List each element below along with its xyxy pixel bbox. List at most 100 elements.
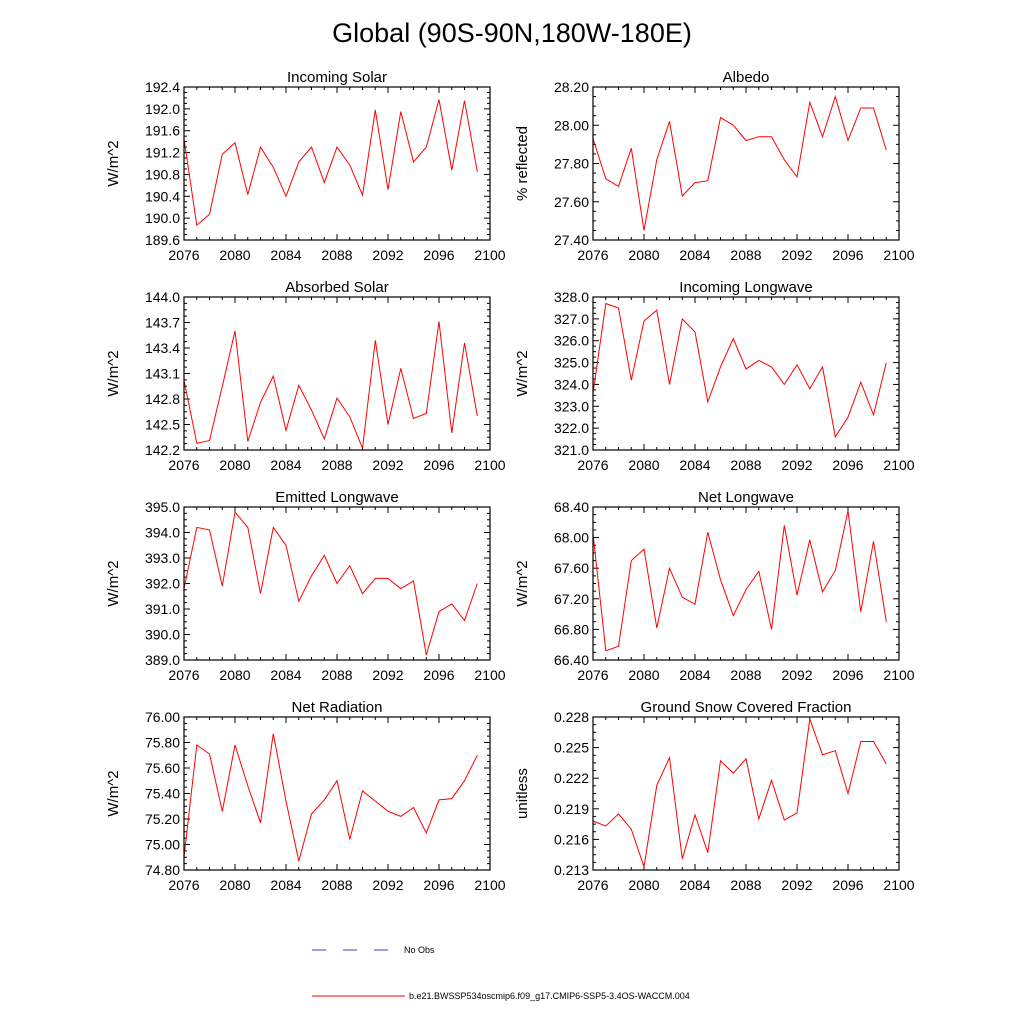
chart-ground-snow-covered-fraction: Ground Snow Covered Fraction unitless 2076… [514,699,915,893]
chart-albedo: Albedo % reflected 2076 2080 2084 2088 2092 209… [514,69,915,263]
panel-title: Absorbed Solar [285,279,388,296]
x-tick-label: 2080 [219,667,250,683]
y-tick-label: 190.8 [145,166,180,182]
y-axis-label: W/m^2 [105,140,122,186]
x-tick-label: 2076 [168,877,199,893]
y-tick-label: 0.225 [554,740,589,756]
chart-net-longwave: Net Longwave W/m^2 2076 2080 2084 2088 2092 209… [514,489,915,683]
x-tick-label: 2096 [423,667,454,683]
y-tick-label: 75.20 [145,811,180,827]
x-tick-label: 2084 [679,877,710,893]
y-tick-label: 142.2 [145,442,180,458]
x-tick-label: 2096 [423,877,454,893]
x-tick-label: 2076 [577,667,608,683]
x-tick-label: 2080 [628,457,659,473]
y-tick-label: 27.60 [554,194,589,210]
x-tick-label: 2092 [372,457,403,473]
x-tick-label: 2084 [679,667,710,683]
y-tick-label: 27.40 [554,232,589,248]
y-tick-label: 75.40 [145,786,180,802]
x-tick-label: 2100 [883,667,914,683]
y-tick-label: 67.20 [554,591,589,607]
chart-incoming-longwave: Incoming Longwave W/m^2 2076 2080 2084 2088 20… [514,279,915,473]
x-tick-label: 2080 [628,247,659,263]
y-tick-label: 28.00 [554,117,589,133]
panel-title: Incoming Longwave [679,279,812,296]
y-axis-label: W/m^2 [105,770,122,816]
x-tick-label: 2100 [474,457,505,473]
y-tick-label: 66.80 [554,621,589,637]
x-tick-label: 2092 [372,667,403,683]
series-line [592,94,887,231]
x-tick-label: 2092 [781,667,812,683]
x-tick-label: 2096 [832,877,863,893]
x-tick-label: 2080 [628,877,659,893]
series-line [183,321,478,449]
y-tick-label: 75.80 [145,735,180,751]
x-tick-label: 2088 [730,247,761,263]
y-tick-label: 328.0 [554,289,589,305]
y-axis-label: W/m^2 [105,350,122,396]
y-tick-label: 76.00 [145,709,180,725]
y-tick-label: 143.4 [145,340,180,356]
x-tick-label: 2096 [832,457,863,473]
x-tick-label: 2080 [219,877,250,893]
y-tick-label: 395.0 [145,499,180,515]
y-tick-label: 0.222 [554,770,589,786]
x-tick-label: 2084 [679,457,710,473]
x-tick-label: 2092 [781,877,812,893]
x-tick-label: 2096 [832,667,863,683]
x-tick-label: 2088 [321,877,352,893]
legend-obs-label: No Obs [404,945,435,955]
plot-frame [183,716,491,871]
y-tick-label: 321.0 [554,442,589,458]
x-tick-label: 2088 [730,877,761,893]
y-axis-label: W/m^2 [514,350,531,396]
y-tick-label: 394.0 [145,525,180,541]
x-tick-label: 2076 [577,877,608,893]
chart-absorbed-solar: Absorbed Solar W/m^2 2076 2080 2084 2088 2092 2… [105,279,506,473]
x-tick-label: 2096 [832,247,863,263]
series-line [183,733,478,862]
y-tick-label: 191.6 [145,123,180,139]
plot-frame [183,506,491,661]
y-tick-label: 325.0 [554,355,589,371]
plot-frame [592,506,900,661]
x-tick-label: 2084 [270,457,301,473]
panel-title: Albedo [723,69,770,86]
y-tick-label: 66.40 [554,652,589,668]
plot-frame [592,716,900,871]
y-tick-label: 191.2 [145,145,180,161]
y-tick-label: 28.20 [554,79,589,95]
x-tick-label: 2084 [270,877,301,893]
y-tick-label: 390.0 [145,627,180,643]
y-tick-label: 75.00 [145,837,180,853]
x-tick-label: 2080 [219,247,250,263]
y-tick-label: 190.4 [145,188,180,204]
panel-title: Ground Snow Covered Fraction [641,699,852,716]
y-tick-label: 391.0 [145,601,180,617]
x-tick-label: 2088 [321,667,352,683]
series-line [592,718,887,868]
y-tick-label: 324.0 [554,376,589,392]
y-axis-label: W/m^2 [514,560,531,606]
plot-frame [183,86,491,241]
series-line [592,302,887,439]
y-tick-label: 192.0 [145,101,180,117]
y-tick-label: 323.0 [554,398,589,414]
x-tick-label: 2076 [168,247,199,263]
y-axis-label: % reflected [514,126,531,201]
panel-title: Net Radiation [292,699,383,716]
chart-net-radiation: Net Radiation W/m^2 2076 2080 2084 2088 2092 20… [105,699,506,893]
y-tick-label: 0.213 [554,862,589,878]
panel-title: Incoming Solar [287,69,387,86]
x-tick-label: 2092 [372,877,403,893]
y-axis-label: unitless [514,768,531,819]
plot-frame [592,86,900,241]
panel-title: Emitted Longwave [275,489,398,506]
y-tick-label: 393.0 [145,550,180,566]
x-tick-label: 2100 [474,877,505,893]
x-tick-label: 2076 [168,667,199,683]
x-tick-label: 2100 [883,247,914,263]
